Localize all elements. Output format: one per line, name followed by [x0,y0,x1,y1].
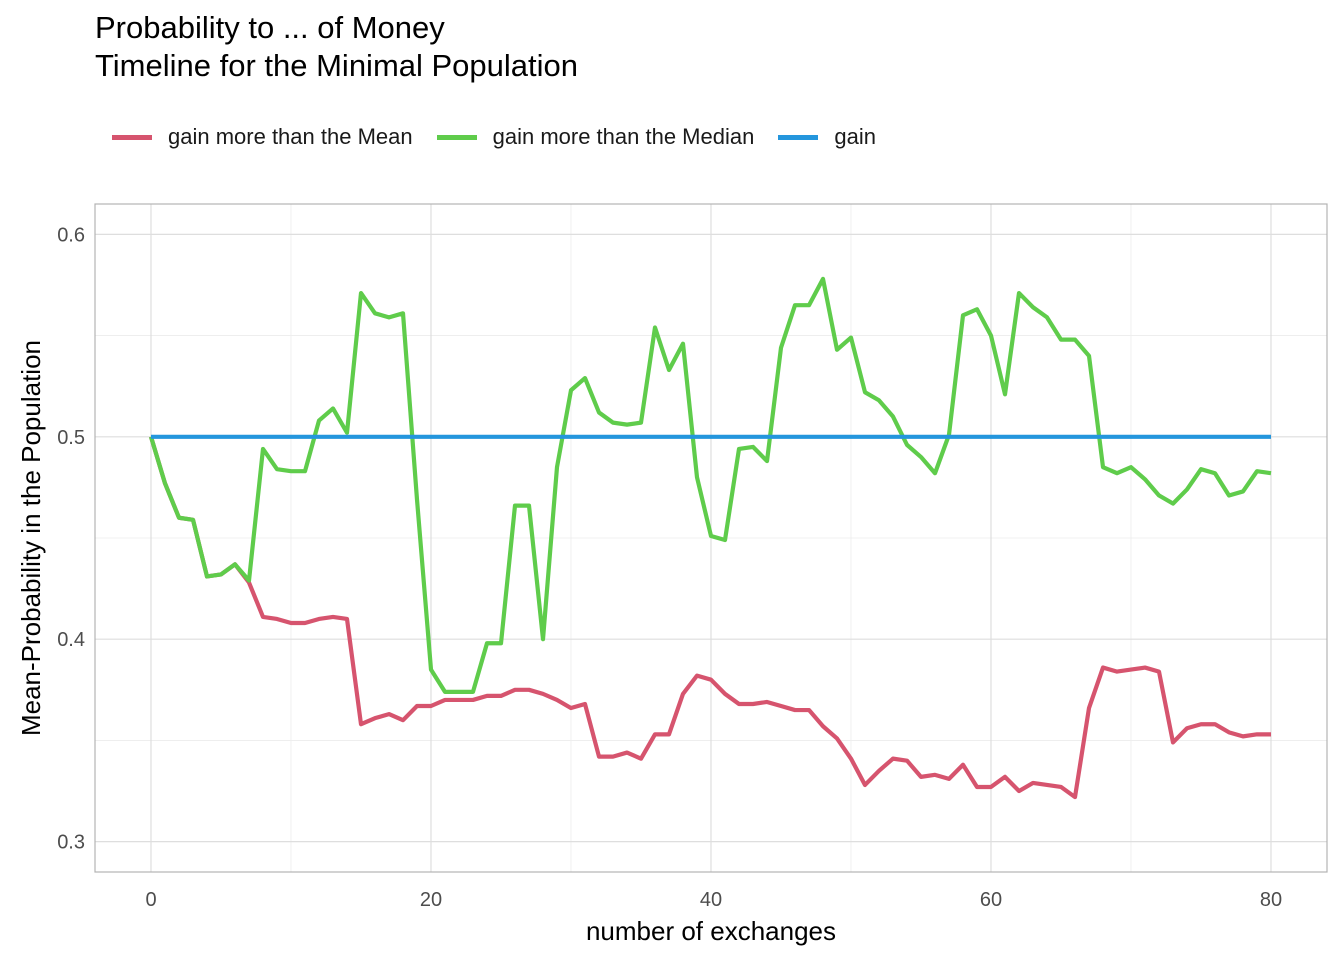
plot-panel-border [94,203,1328,873]
x-tick-label: 20 [420,889,442,911]
y-axis-title: Mean-Probability in the Population [16,340,46,736]
legend-label-median: gain more than the Median [492,124,755,149]
legend-key-gain [778,134,819,140]
legend: gain more than the Mean gain more than t… [112,124,900,150]
x-tick-label: 40 [700,889,722,911]
x-tick-label: 0 [145,889,156,911]
y-tick-label: 0.5 [57,427,85,449]
x-axis-title: number of exchanges [586,916,836,946]
legend-item-gain: gain [778,124,876,150]
chart-subtitle: Timeline for the Minimal Population [95,48,579,83]
series-layer [148,276,1272,800]
legend-label-gain: gain [834,124,876,149]
legend-key-mean [112,134,152,140]
series-line-median [148,276,1272,694]
chart-title: Probability to ... of Money [95,10,445,45]
legend-item-median: gain more than the Median [436,124,755,150]
legend-item-mean: gain more than the Mean [112,124,413,150]
legend-label-mean: gain more than the Mean [168,124,413,149]
x-tick-label: 60 [980,889,1002,911]
series-line-mean [148,436,1271,800]
x-tick-label: 80 [1260,889,1282,911]
legend-key-median [436,134,477,140]
y-tick-label: 0.6 [57,224,85,246]
y-tick-label: 0.4 [57,629,85,651]
y-tick-label: 0.3 [57,832,85,854]
tick-labels: 0 20 40 60 80 0.3 0.4 0.5 0.6 [57,224,1282,911]
